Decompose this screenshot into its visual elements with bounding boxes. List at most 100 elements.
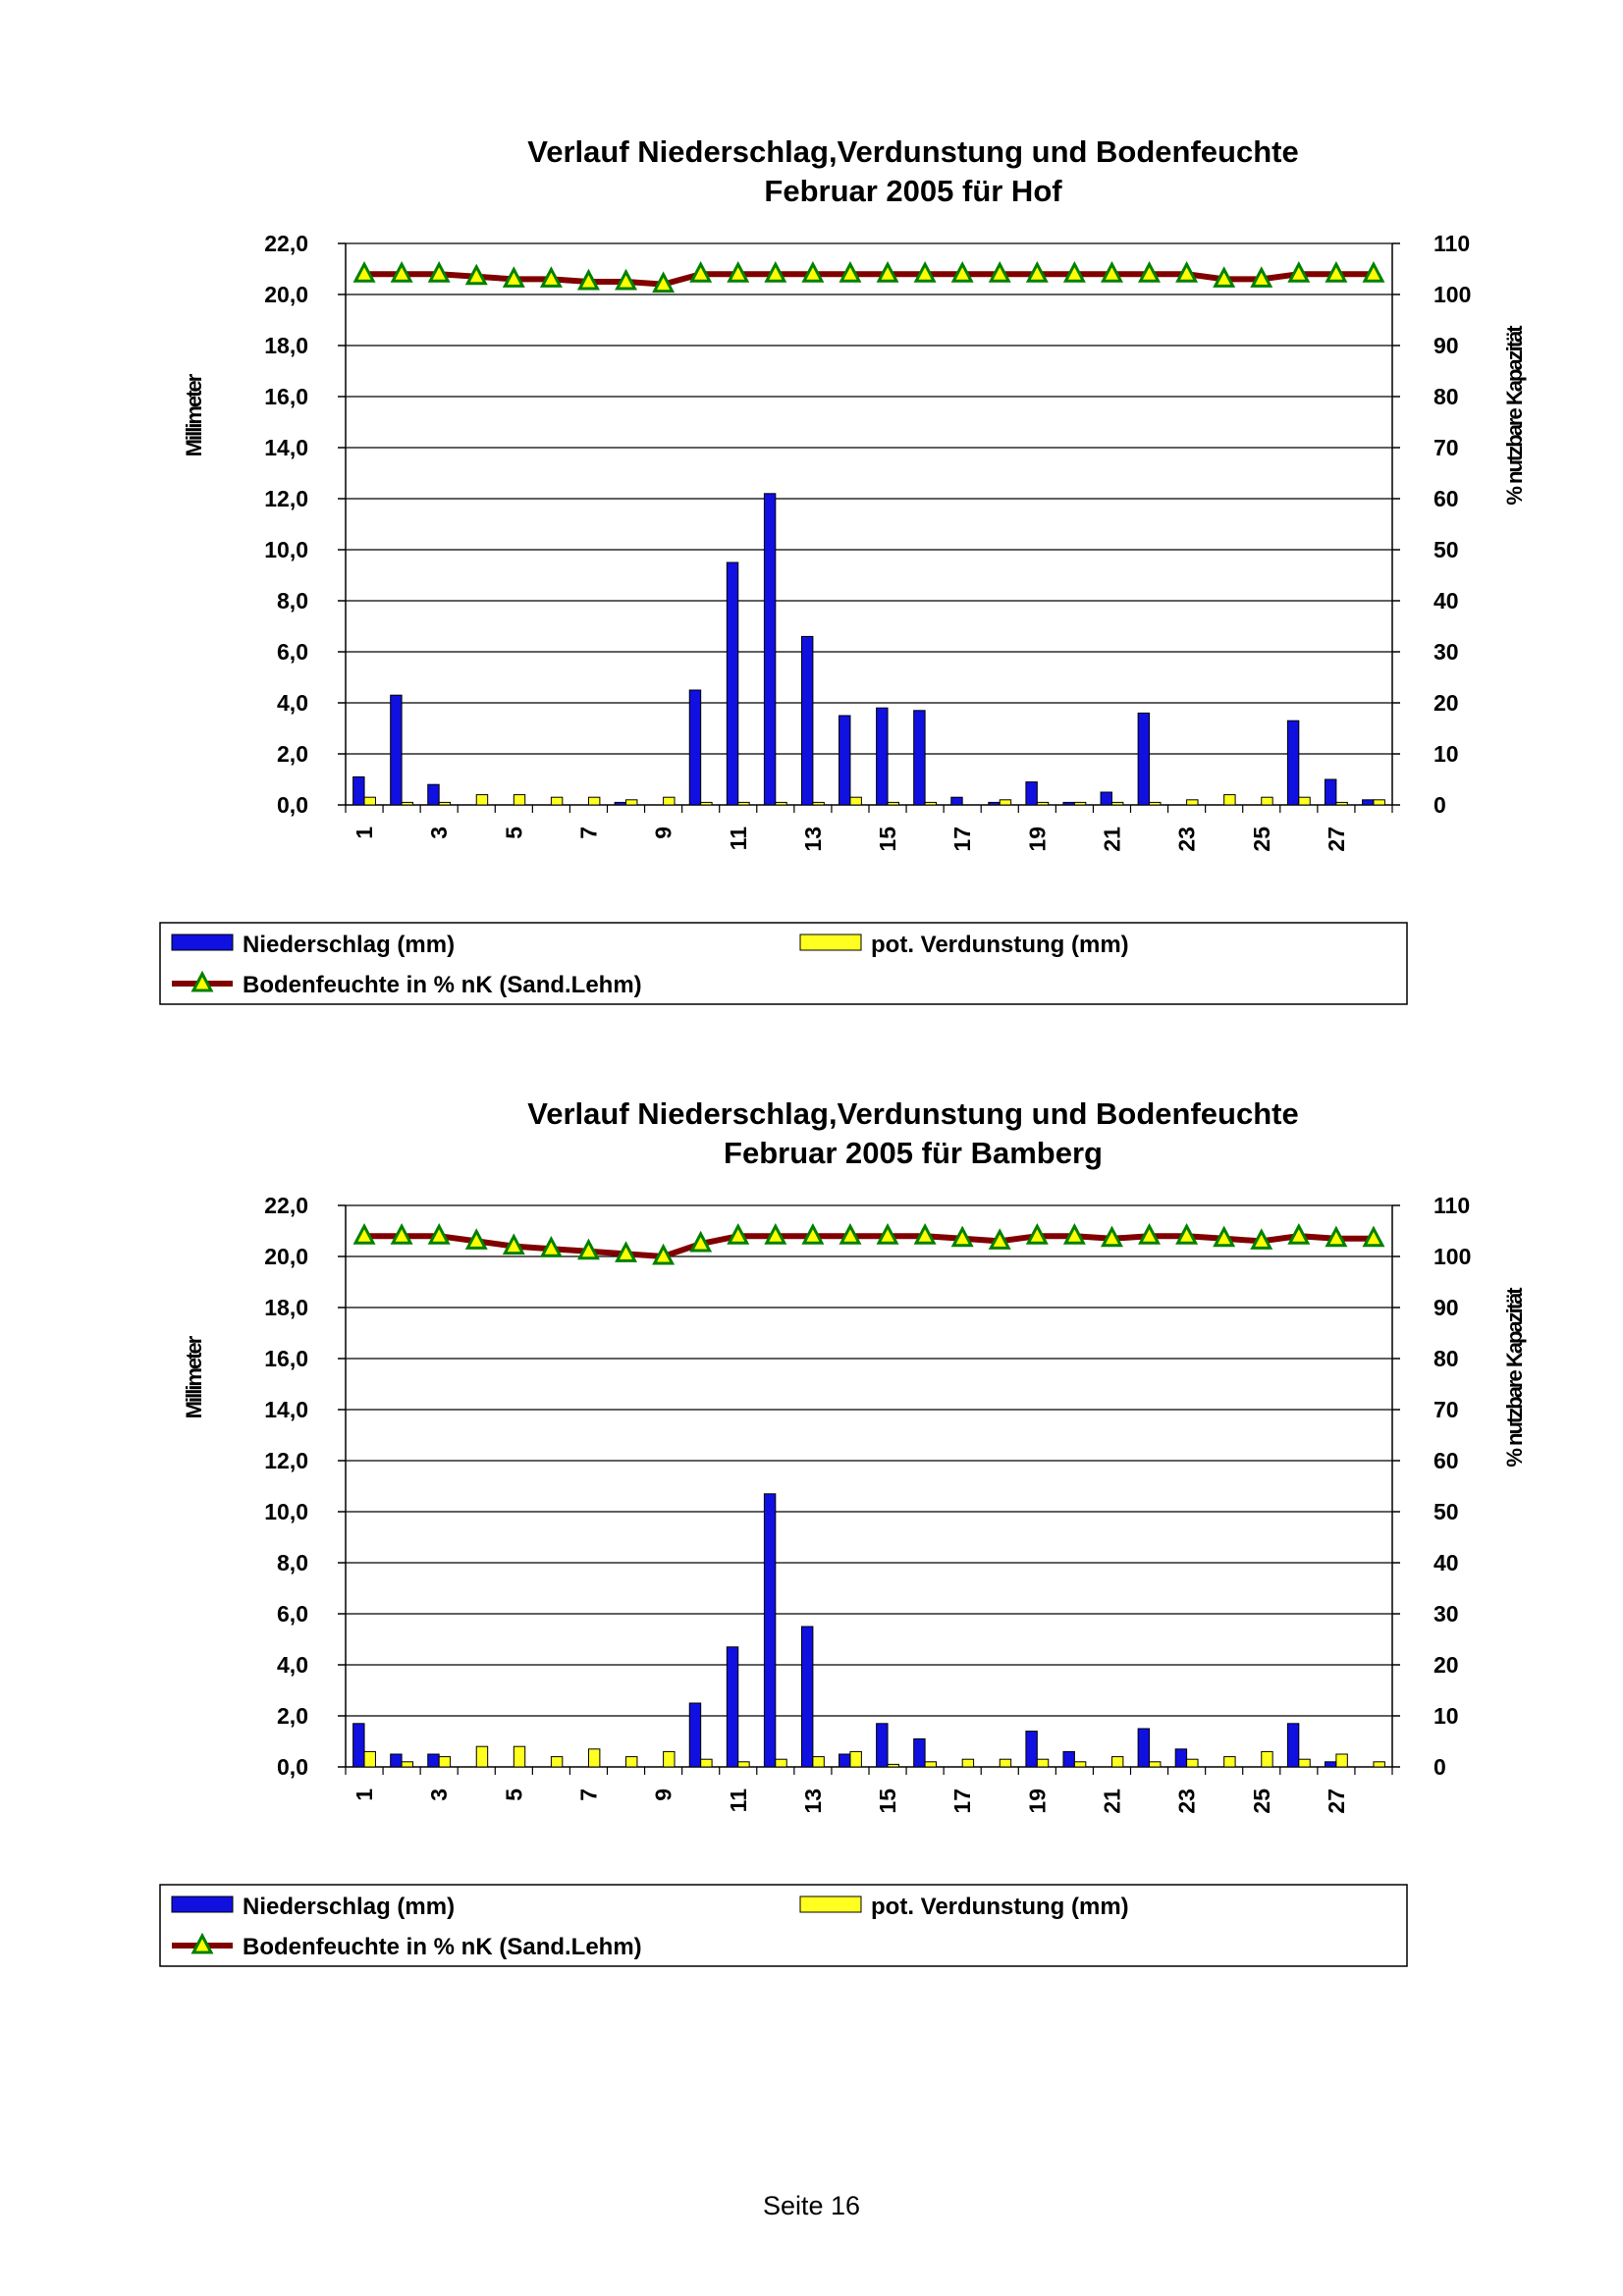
moisture-point (876, 260, 899, 283)
precip-bar (1286, 720, 1300, 806)
precip-bar (763, 493, 777, 806)
y-tick-label: 6,0 (277, 1601, 308, 1627)
y-tick-label: 14,0 (264, 435, 308, 460)
x-tick-label: 3 (426, 827, 452, 839)
legend-swatch-precip (171, 1896, 234, 1913)
evap-bar (1223, 794, 1236, 806)
precip-bar (1062, 801, 1075, 806)
y2-tick-label: 30 (1434, 639, 1459, 665)
moisture-point (689, 1230, 713, 1253)
y2-axis-title: % nutzbare Kapazität (1502, 1287, 1527, 1468)
y2-tick-label: 60 (1434, 1448, 1459, 1473)
x-tick-label: 21 (1099, 1789, 1124, 1814)
x-tick-label: 7 (575, 1789, 601, 1801)
moisture-point (539, 266, 563, 288)
x-tick-label: 13 (800, 1789, 826, 1814)
evap-bar (849, 1750, 862, 1768)
moisture-point (502, 266, 525, 288)
moisture-point (764, 1222, 787, 1245)
evap-bar (1373, 799, 1385, 806)
precip-bar (427, 1753, 440, 1768)
evap-bar (438, 801, 452, 806)
moisture-point (390, 1222, 413, 1245)
precip-bar (800, 635, 814, 806)
evap-bar (812, 801, 825, 806)
y2-tick-label: 30 (1434, 1601, 1459, 1627)
evap-bar (1186, 1758, 1199, 1768)
evap-bar (513, 794, 526, 806)
precip-bar (913, 1737, 926, 1768)
x-tick-label: 15 (875, 827, 900, 852)
y-tick-label: 0,0 (277, 1754, 308, 1780)
moisture-point (950, 260, 974, 283)
x-tick-label: 27 (1324, 827, 1349, 852)
y2-tick-label: 40 (1434, 588, 1459, 614)
x-tick-label: 19 (1024, 1789, 1050, 1814)
y-tick-label: 2,0 (277, 741, 308, 767)
precip-bar (352, 1723, 365, 1768)
moisture-point (464, 263, 488, 286)
y-tick-label: 12,0 (264, 1448, 308, 1473)
chart-title: Verlauf Niederschlag,Verdunstung und Bod… (527, 134, 1298, 169)
evap-bar (737, 1761, 750, 1768)
moisture-point (1250, 1228, 1273, 1250)
moisture-point (727, 1222, 750, 1245)
precip-bar (950, 796, 963, 806)
evap-bar (363, 796, 376, 806)
evap-bar (887, 801, 899, 806)
precip-bar (1100, 791, 1112, 806)
evap-bar (438, 1756, 452, 1768)
page-footer: Seite 16 (762, 2191, 861, 2220)
y-tick-label: 6,0 (277, 639, 308, 665)
moisture-point (913, 1222, 937, 1245)
precip-bar (726, 561, 739, 806)
y-tick-label: 4,0 (277, 1652, 308, 1678)
evap-bar (663, 796, 676, 806)
x-tick-label: 15 (875, 1789, 900, 1814)
moisture-point (652, 271, 676, 294)
legend-box (159, 1884, 1408, 1967)
evap-bar (1036, 1758, 1050, 1768)
moisture-point (801, 260, 825, 283)
moisture-point (615, 1241, 638, 1262)
moisture-point (1287, 1222, 1311, 1245)
precip-bar (800, 1626, 814, 1768)
evap-bar (475, 1745, 489, 1768)
y-tick-label: 20,0 (264, 282, 308, 307)
evap-bar (550, 1756, 564, 1768)
y2-tick-label: 110 (1434, 1193, 1470, 1218)
precip-bar (614, 801, 627, 806)
x-tick-label: 17 (949, 827, 975, 852)
evap-bar (663, 1750, 676, 1768)
evap-bar (1073, 1761, 1087, 1768)
moisture-point (652, 1243, 676, 1265)
y2-tick-label: 0 (1434, 792, 1446, 818)
x-tick-label: 23 (1174, 1789, 1200, 1814)
precip-bar (913, 710, 926, 806)
moisture-point (727, 260, 750, 283)
evap-bar (1261, 1750, 1273, 1768)
evap-bar (1073, 801, 1087, 806)
legend-swatch-moisture-marker (190, 970, 214, 992)
moisture-point (1175, 260, 1199, 283)
precip-bar (876, 1723, 889, 1768)
precip-bar (688, 1702, 702, 1768)
y2-tick-label: 70 (1434, 1397, 1459, 1422)
y-tick-label: 22,0 (264, 1193, 308, 1218)
y-tick-label: 22,0 (264, 231, 308, 256)
x-tick-label: 19 (1024, 827, 1050, 852)
moisture-point (1025, 260, 1049, 283)
evap-bar (1335, 1753, 1348, 1768)
x-tick-label: 11 (726, 827, 751, 851)
evap-bar (1186, 799, 1199, 806)
precip-bar (1362, 799, 1375, 806)
precip-bar (352, 775, 365, 806)
legend-box (159, 922, 1408, 1005)
evap-bar (587, 1748, 601, 1768)
moisture-point (576, 268, 600, 291)
x-tick-label: 17 (949, 1789, 975, 1814)
evap-bar (1335, 801, 1348, 806)
x-tick-label: 1 (352, 1789, 377, 1801)
legend-label-evap: pot. Verdunstung (mm) (871, 1894, 1129, 1920)
legend-label-moisture: Bodenfeuchte in % nK (Sand.Lehm) (243, 1934, 642, 1960)
